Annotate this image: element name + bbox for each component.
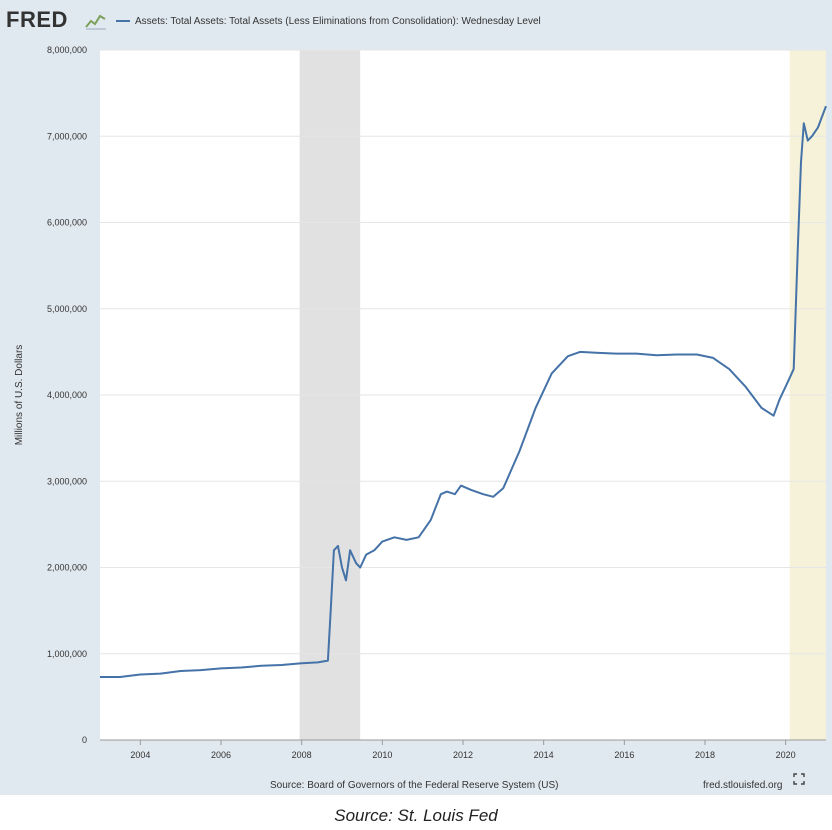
chart-squiggle-icon: [85, 14, 106, 30]
y-axis-label: Millions of U.S. Dollars: [14, 345, 25, 446]
x-tick-label: 2016: [614, 750, 634, 760]
y-tick-label: 0: [82, 735, 87, 745]
series-group: [100, 105, 827, 678]
x-tick-label: 2010: [372, 750, 392, 760]
site-link[interactable]: fred.stlouisfed.org: [703, 780, 783, 791]
y-tick-label: 1,000,000: [47, 649, 87, 659]
chart-legend: Assets: Total Assets: Total Assets (Less…: [116, 16, 541, 27]
x-tick-label: 2020: [776, 750, 796, 760]
y-tick-label: 5,000,000: [47, 304, 87, 314]
gridlines: [100, 49, 826, 655]
y-tick-label: 3,000,000: [47, 476, 87, 486]
figure-caption: Source: St. Louis Fed: [334, 806, 498, 825]
legend-label: Assets: Total Assets: Total Assets (Less…: [135, 16, 541, 27]
source-note: Source: Board of Governors of the Federa…: [270, 780, 559, 791]
y-tick-label: 7,000,000: [47, 131, 87, 141]
expand-arrows-icon[interactable]: [792, 772, 806, 786]
x-tick-label: 2018: [695, 750, 715, 760]
line-chart: 0 1,000,000 2,000,000 3,000,000 4,000,000 5,0…: [14, 45, 827, 760]
legend-swatch: [116, 20, 130, 23]
y-tick-label: 2,000,000: [47, 563, 87, 573]
fred-logo[interactable]: FRED: [6, 7, 68, 32]
y-tick-label: 6,000,000: [47, 218, 87, 228]
x-tick-label: 2008: [292, 750, 312, 760]
y-tick-label: 4,000,000: [47, 390, 87, 400]
x-tick-label: 2012: [453, 750, 473, 760]
x-tick-label: 2004: [130, 750, 150, 760]
y-tick-label: 8,000,000: [47, 45, 87, 55]
x-axis: 2004 2006 2008 2010 2012 2014 2016 2018 2020: [130, 740, 796, 760]
x-tick-label: 2014: [534, 750, 554, 760]
series-line: [100, 105, 827, 678]
x-tick-label: 2006: [211, 750, 231, 760]
